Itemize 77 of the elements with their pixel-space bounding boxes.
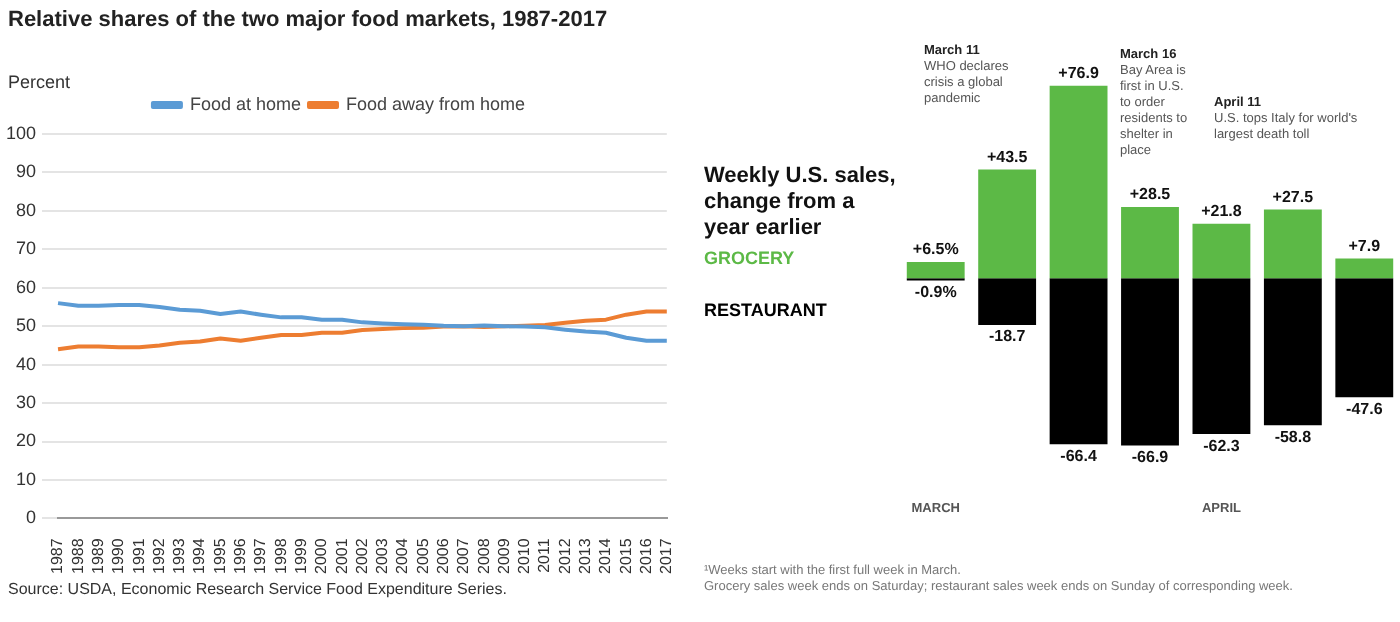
x-tick-label: 2013 [576,537,595,574]
y-tick-label: 40 [16,353,37,374]
legend-label: Food away from home [346,93,526,114]
legend-label: Food at home [189,93,302,114]
data-label: -66.9 [1131,448,1170,467]
x-tick-label: 2009 [494,537,513,574]
data-label: +21.8 [1201,202,1243,221]
x-tick-label: 2017 [657,537,676,574]
data-label: +28.5 [1129,185,1172,204]
x-tick-label: 2001 [332,537,351,574]
data-label: +7.9 [1348,236,1382,255]
y-tick-label: 60 [16,276,37,297]
x-tick-label: 1993 [170,537,189,574]
bar [1335,278,1394,398]
bar [1263,209,1322,279]
x-tick-label: 1994 [190,537,209,574]
y-tick-label: 10 [16,468,37,489]
bar [1192,223,1251,279]
x-tick-label: 2007 [454,537,473,574]
x-tick-label: 2010 [515,537,534,574]
y-tick-label: 80 [16,199,37,220]
data-label: -18.7 [988,327,1027,346]
data-label: -47.6 [1346,399,1384,418]
text: Weekly U.S. sales, change from a year earlier [704,164,898,242]
x-tick-label: 2005 [413,537,432,574]
data-label: -58.8 [1274,427,1313,446]
bar [1121,278,1179,446]
y-tick-label: 20 [16,430,37,451]
y-tick-label: 70 [16,238,37,259]
bar [1049,85,1108,279]
data-label: +6.5% [912,240,959,259]
bar [978,278,1037,326]
x-tick-label: 2012 [555,537,574,574]
bar [978,169,1037,279]
x-tick-label: 2000 [312,537,331,574]
bar [1335,258,1394,279]
x-tick-label: 2016 [636,537,655,574]
x-tick-label: 1999 [291,537,310,574]
data-label: +27.5 [1272,187,1315,206]
y-tick-label: 90 [16,161,37,182]
data-label: -0.9% [914,282,957,301]
x-tick-label: 1990 [109,537,128,574]
source-note: Source: USDA, Economic Research Service Food Expenditure Series. [8,580,507,598]
x-tick-label: 2002 [352,537,371,574]
y-tick-label: 30 [16,392,37,413]
data-label: -62.3 [1203,436,1241,455]
x-tick-label: 1998 [271,537,290,574]
bar [906,261,965,279]
bar [1121,206,1179,279]
x-tick-label: 2003 [373,537,392,574]
x-tick-label: 1989 [89,537,108,574]
text: RESTAURANT [704,300,827,320]
data-label: -66.4 [1060,446,1098,465]
x-tick-label: 1997 [251,537,270,574]
y-tick-label: 50 [16,315,37,336]
bar [1263,278,1322,426]
bar [1192,278,1251,435]
x-tick-label: 2011 [535,537,554,573]
x-tick-label: 1991 [129,537,148,574]
bar [1049,278,1108,445]
chart-title: Relative shares of the two major food markets, 1987-2017 [8,8,608,32]
x-tick-label: 2015 [616,537,635,574]
y-tick-label: 0 [26,507,37,528]
x-tick-label: 1992 [149,537,168,574]
text: GROCERY [704,248,795,268]
x-tick-label: 2006 [433,537,452,574]
data-label: +43.5 [986,147,1029,166]
x-tick-label: 2004 [393,537,412,574]
x-tick-label: 1995 [210,537,229,574]
x-tick-label: 1996 [231,537,250,574]
x-tick-label: 2014 [596,537,615,574]
x-tick-label: 2008 [474,537,493,574]
x-tick-label: 1988 [68,537,87,574]
y-axis-title: Percent [8,72,71,92]
data-label: +76.9 [1058,64,1100,83]
x-tick-label: 1987 [48,537,67,574]
y-tick-label: 100 [5,122,37,143]
